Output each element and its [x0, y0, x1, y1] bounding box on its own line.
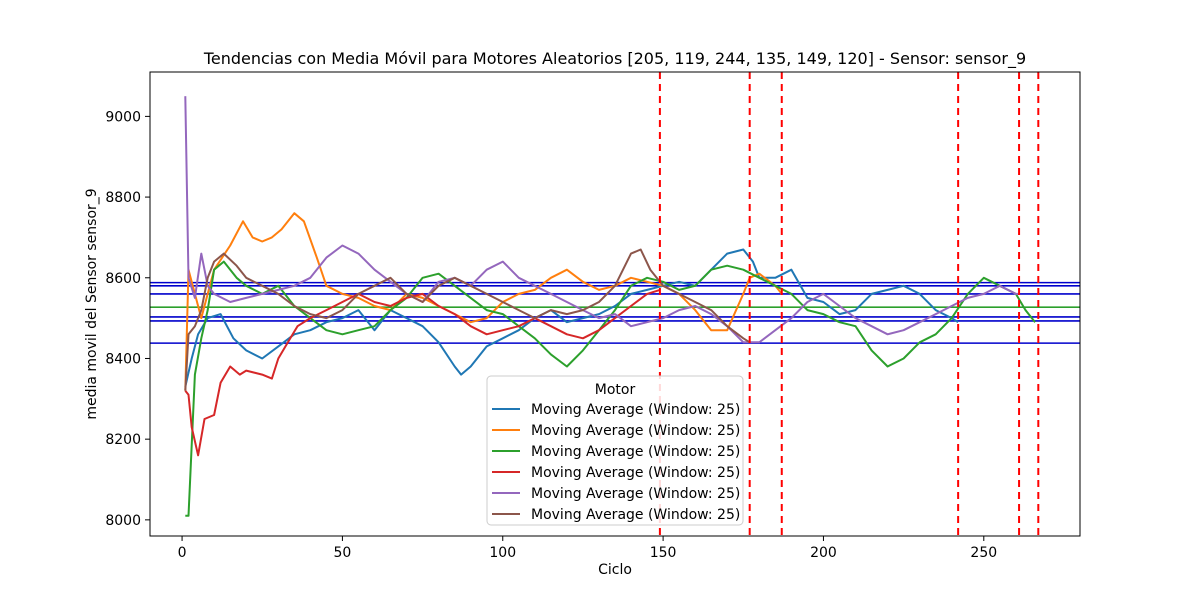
series-line-3 [185, 260, 1036, 517]
series-line-6 [184, 248, 751, 391]
chart-title: Tendencias con Media Móvil para Motores … [203, 49, 1026, 69]
legend-label: Moving Average (Window: 25) [531, 402, 740, 418]
y-tick-label: 9000 [105, 109, 141, 125]
y-tick-label: 8800 [105, 190, 141, 206]
y-axis: 8000 8200 8400 8600 8800 9000 [105, 109, 150, 529]
y-tick-label: 8600 [105, 271, 141, 287]
y-tick-label: 8000 [105, 513, 141, 529]
x-tick-label: 0 [178, 545, 187, 561]
y-tick-label: 8200 [105, 432, 141, 448]
series-line-2 [184, 212, 783, 391]
legend-box [486, 375, 744, 526]
x-tick-label: 200 [810, 545, 837, 561]
series-line-1 [184, 248, 959, 387]
x-tick-label: 250 [970, 545, 997, 561]
x-tick-label: 150 [650, 545, 677, 561]
x-axis: 0 50 100 150 200 250 [178, 536, 997, 561]
x-tick-label: 50 [333, 545, 351, 561]
x-axis-label: Ciclo [598, 562, 632, 578]
legend-label: Moving Average (Window: 25) [531, 423, 740, 439]
y-tick-label: 8400 [105, 351, 141, 367]
series-line-4 [184, 288, 661, 457]
series-line-5 [184, 96, 1020, 344]
y-axis-label: media movil del Sensor sensor_9 [84, 188, 100, 419]
legend-label: Moving Average (Window: 25) [531, 507, 740, 523]
x-tick-label: 100 [489, 545, 516, 561]
legend-label: Moving Average (Window: 25) [531, 444, 740, 460]
series-group [184, 96, 1036, 517]
plot-frame [149, 71, 1081, 537]
legend-label: Moving Average (Window: 25) [531, 486, 740, 502]
legend: Motor Moving Average (Window: 25) Moving … [486, 375, 744, 526]
legend-title: Motor [595, 382, 636, 398]
legend-label: Moving Average (Window: 25) [531, 465, 740, 481]
